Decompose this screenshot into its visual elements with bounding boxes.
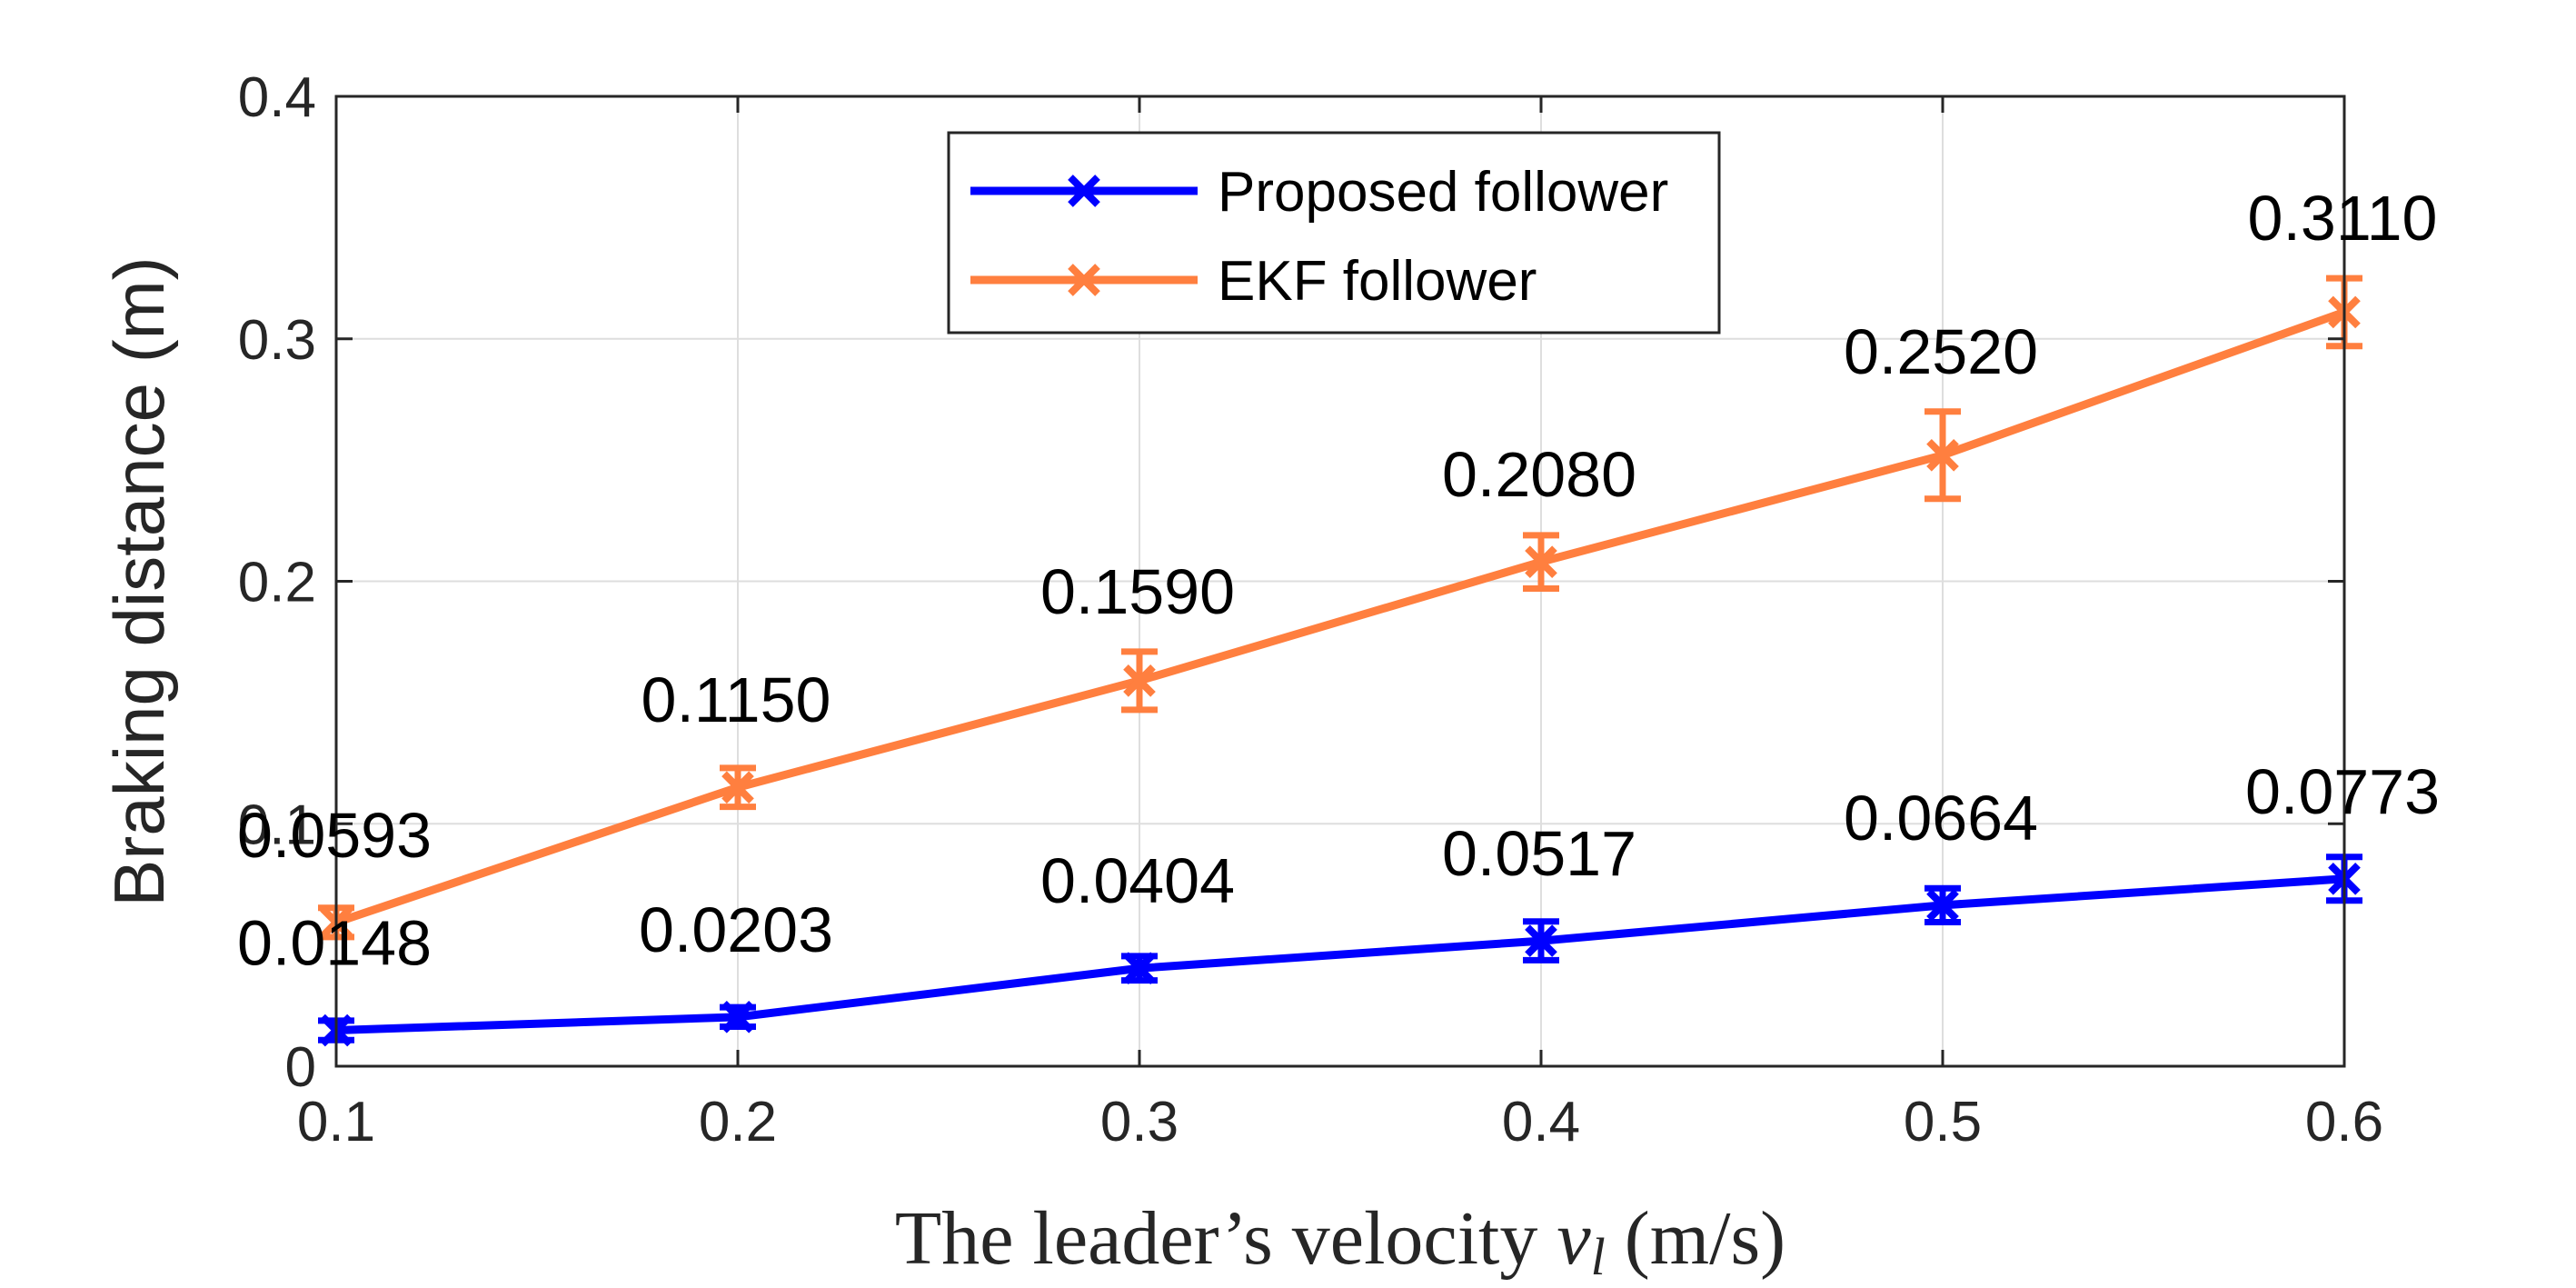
x-axis-label-variable: v [1557, 1196, 1591, 1281]
x-axis-label-suffix: (m/s) [1606, 1196, 1785, 1281]
data-label: 0.0773 [2245, 756, 2440, 827]
y-tick-label: 0.2 [238, 552, 316, 614]
y-tick-label: 0.1 [238, 794, 316, 856]
data-label: 0.3110 [2248, 183, 2438, 254]
data-point-marker [1926, 438, 1959, 472]
legend-marker-ekf [1068, 264, 1100, 296]
data-labels: 0.0148 0.0203 0.0404 0.0517 0.0664 0.0773 0.05… [237, 183, 2440, 978]
data-label: 0.2080 [1442, 439, 1636, 510]
legend: Proposed follower EKF follower [947, 131, 1721, 334]
x-tick-label: 0.4 [1502, 1091, 1580, 1153]
data-label: 0.0664 [1844, 783, 2038, 854]
x-tick-label: 0.5 [1904, 1091, 1982, 1153]
data-point-marker [721, 1001, 754, 1033]
data-point-marker [1926, 889, 1959, 922]
x-axis-label-subscript: l [1591, 1227, 1606, 1286]
series-line-ekf [334, 308, 2346, 927]
data-point-marker [1525, 545, 1557, 578]
x-tick-label: 0.1 [297, 1091, 375, 1153]
data-point-marker [1123, 664, 1156, 697]
x-axis-label: The leader’s velocity vl (m/s) [895, 1196, 1785, 1286]
data-label: 0.0404 [1040, 845, 1235, 916]
legend-box [947, 131, 1721, 334]
data-label: 0.0148 [237, 908, 432, 979]
y-axis-label: Braking distance (m) [99, 256, 179, 906]
data-label: 0.1590 [1040, 556, 1235, 627]
series-line-proposed [335, 874, 2345, 1035]
legend-label-proposed: Proposed follower [1218, 161, 1668, 224]
x-tick-label: 0.2 [699, 1091, 777, 1153]
data-label: 0.0593 [237, 800, 432, 871]
x-axis-label-prefix: The leader’s velocity [895, 1196, 1557, 1281]
legend-marker-proposed [1068, 175, 1100, 207]
y-tick-label: 0 [285, 1036, 316, 1099]
x-tick-label: 0.3 [1100, 1091, 1179, 1153]
data-label: 0.0517 [1442, 818, 1636, 889]
axis-ticks: 0.1 0.2 0.3 0.4 0.5 0.600.10.20.30.4 [238, 66, 2383, 1153]
data-point-marker [1525, 924, 1557, 957]
data-label: 0.0203 [639, 894, 833, 965]
x-tick-label: 0.6 [2305, 1091, 2383, 1153]
legend-label-ekf: EKF follower [1218, 250, 1537, 313]
data-label: 0.1150 [642, 664, 831, 735]
data-point-marker [721, 771, 754, 804]
data-label: 0.2520 [1844, 316, 2038, 387]
y-tick-label: 0.3 [238, 309, 316, 372]
data-point-marker [1123, 952, 1156, 985]
y-tick-label: 0.4 [238, 66, 316, 129]
